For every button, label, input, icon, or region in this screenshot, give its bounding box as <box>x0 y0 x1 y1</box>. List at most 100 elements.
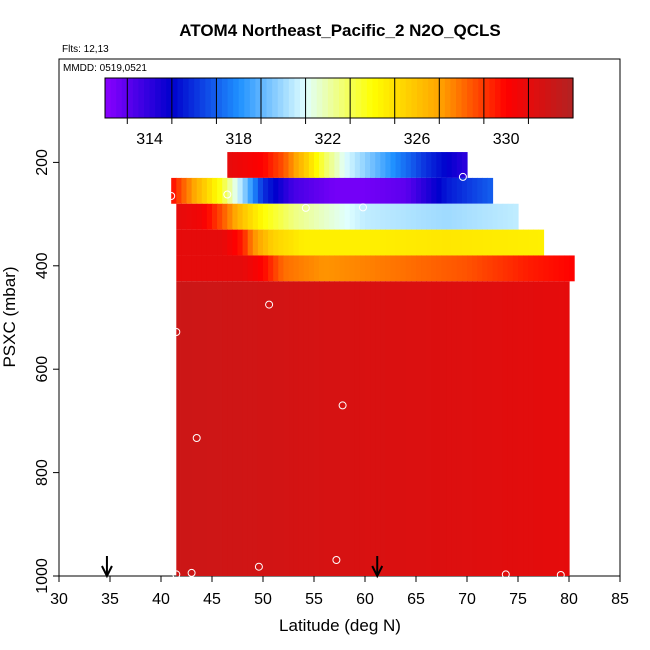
colorbar-segment <box>405 78 413 118</box>
heatmap-cell <box>263 203 269 230</box>
heatmap-cell <box>482 177 488 204</box>
heatmap-cell <box>181 281 188 576</box>
heatmap-cell <box>390 229 397 256</box>
heatmap-cell <box>523 281 529 576</box>
heatmap-cell <box>405 229 412 256</box>
colorbar-segment <box>428 78 435 118</box>
heatmap-cell <box>502 229 509 256</box>
heatmap-cell <box>385 177 392 204</box>
heatmap-cell <box>421 177 427 204</box>
heatmap-cell <box>390 255 397 282</box>
colorbar-segment <box>288 78 296 118</box>
heatmap-cell <box>222 255 228 282</box>
colorbar-segment <box>160 78 167 118</box>
heatmap-cell <box>196 281 203 576</box>
colorbar-segment <box>272 78 279 118</box>
heatmap-cell <box>273 203 279 230</box>
colorbar-segment <box>361 78 368 118</box>
heatmap-cell <box>456 177 463 204</box>
heatmap-cell <box>217 177 223 204</box>
heatmap-cell <box>380 255 386 282</box>
heatmap-cell <box>472 203 478 230</box>
heatmap-cell <box>451 281 458 576</box>
heatmap-cell <box>186 177 193 204</box>
heatmap-cell <box>349 229 356 256</box>
colorbar-segment <box>205 78 212 118</box>
heatmap-cell <box>558 281 565 576</box>
colorbar-segment <box>389 78 396 118</box>
heatmap-cell <box>176 177 182 204</box>
heatmap-cell <box>354 281 361 576</box>
heatmap-cell <box>314 203 320 230</box>
heatmap-cell <box>497 281 504 576</box>
heatmap-cell <box>431 177 437 204</box>
heatmap-cell <box>446 152 453 178</box>
heatmap-cell <box>528 281 534 576</box>
heatmap-cell <box>375 152 381 178</box>
heatmap-cell <box>176 229 182 256</box>
colorbar-segment <box>495 78 502 118</box>
heatmap-cell <box>410 229 417 256</box>
colorbar-dividers <box>126 78 529 124</box>
heatmap-cell <box>252 281 259 576</box>
heatmap-cell <box>268 152 274 178</box>
colorbar-segment <box>132 78 140 118</box>
heatmap-cell <box>497 255 504 282</box>
heatmap-cell <box>385 255 392 282</box>
heatmap-cell <box>538 255 545 282</box>
heatmap-cell <box>482 229 488 256</box>
heatmap-cell <box>278 203 284 230</box>
heatmap-cell <box>324 177 330 204</box>
heatmap-cell <box>319 255 325 282</box>
heatmap-cell <box>273 255 279 282</box>
heatmap-cell <box>206 177 213 204</box>
x-tick-label: 60 <box>356 591 374 608</box>
heatmap-cell <box>288 281 295 576</box>
heatmap-cell <box>263 229 269 256</box>
heatmap-cell <box>472 255 478 282</box>
heatmap-cell <box>451 152 458 178</box>
heatmap-cell <box>467 281 473 576</box>
flight-point <box>192 434 201 442</box>
heatmap-cell <box>446 203 453 230</box>
colorbar-segment <box>171 78 179 118</box>
heatmap-cell <box>436 152 443 178</box>
heatmap-cell <box>375 203 381 230</box>
heatmap-cell <box>390 152 397 178</box>
heatmap-cell <box>196 229 203 256</box>
heatmap-cell <box>426 152 432 178</box>
heatmap-cell <box>278 177 284 204</box>
heatmap-cell <box>242 229 249 256</box>
colorbar-segment <box>138 78 145 118</box>
x-tick-label: 65 <box>407 591 425 608</box>
heatmap-cell <box>263 177 269 204</box>
heatmap-cell <box>181 229 188 256</box>
x-tick-label: 75 <box>509 591 527 608</box>
colorbar: 314 318 322 326 330 <box>104 77 574 148</box>
heatmap-cell <box>400 281 407 576</box>
heatmap-cell <box>354 255 361 282</box>
heatmap-cell <box>196 177 203 204</box>
heatmap-cell <box>344 255 351 282</box>
heatmap-cell <box>502 281 509 576</box>
heatmap-cell <box>380 177 386 204</box>
colorbar-tick-label: 322 <box>315 131 342 148</box>
heatmap-cell <box>206 229 213 256</box>
colorbar-segment <box>450 78 457 118</box>
x-tick-label: 50 <box>254 591 272 608</box>
heatmap-cell <box>344 229 351 256</box>
colorbar-segment <box>528 78 535 118</box>
heatmap-cell <box>436 177 443 204</box>
heatmap-cell <box>314 177 320 204</box>
heatmap-cell <box>446 177 453 204</box>
heatmap-cell <box>543 255 550 282</box>
flight-point <box>167 192 176 200</box>
colorbar-segment <box>339 78 346 118</box>
heatmap-cell <box>436 255 443 282</box>
heatmap-cell <box>523 255 529 282</box>
heatmap-cell <box>227 281 233 576</box>
flight-point <box>265 300 274 309</box>
colorbar-segment <box>127 78 134 118</box>
colorbar-segment <box>294 78 301 118</box>
heatmap-cell <box>543 281 550 576</box>
